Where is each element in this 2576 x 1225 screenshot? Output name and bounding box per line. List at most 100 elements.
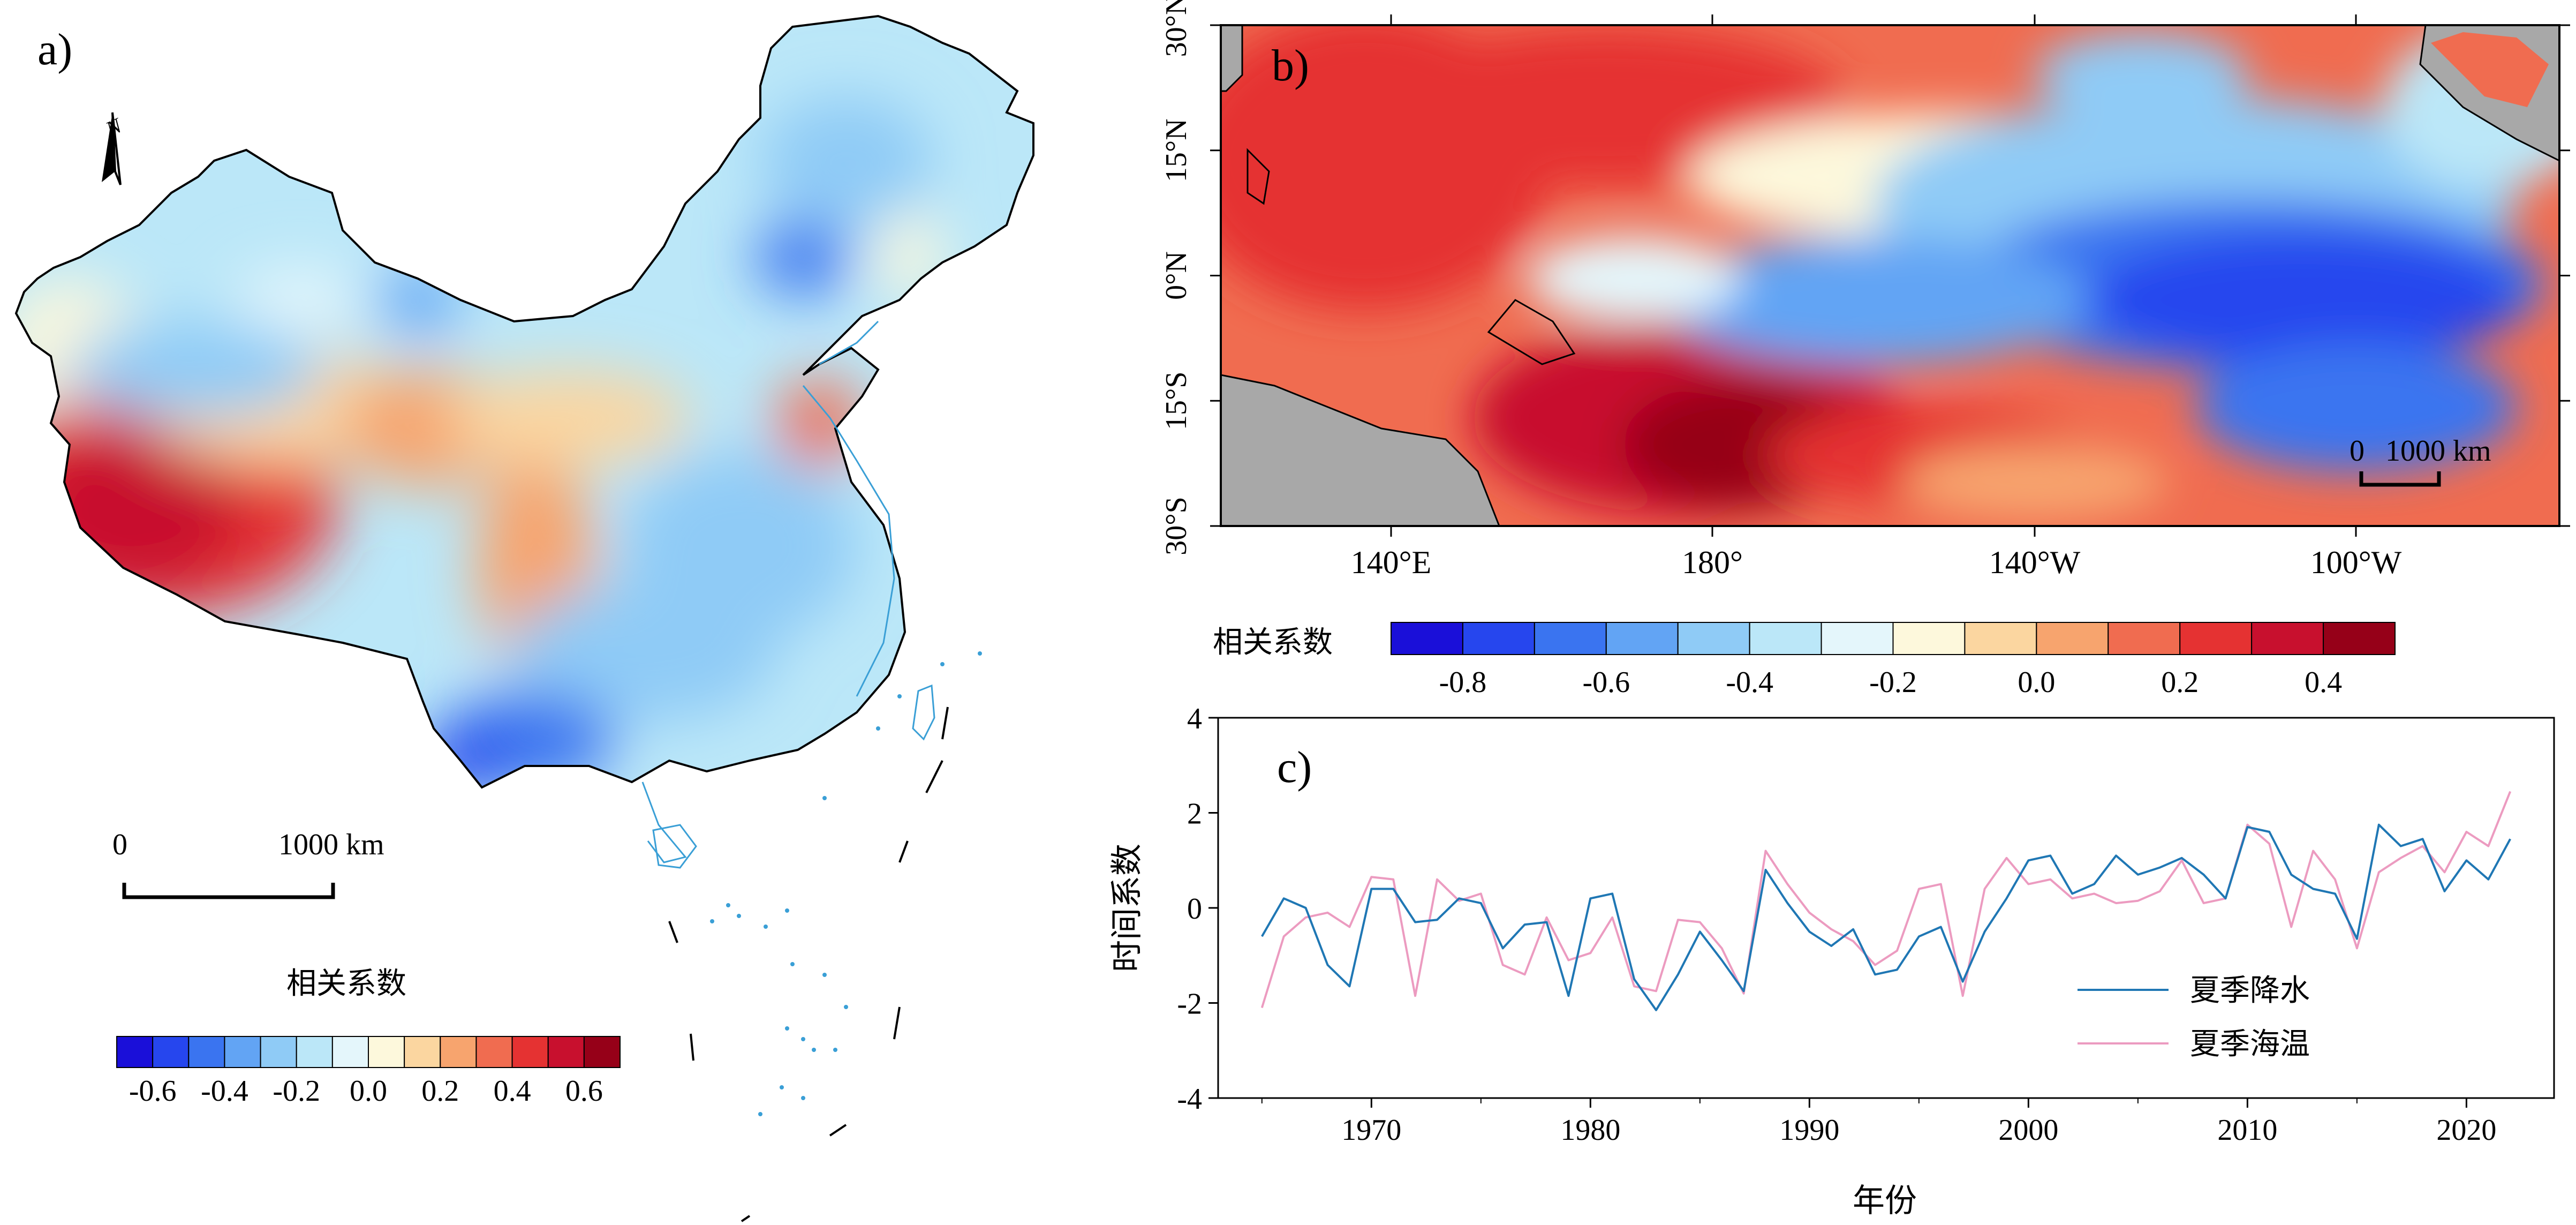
colorbar-a-swatch — [440, 1036, 477, 1068]
y-tick-label: 30°N — [1160, 0, 1193, 57]
panel-b-x-labels: 140°E 180° 140°W 100°W — [1351, 545, 2402, 580]
rivers — [641, 320, 895, 863]
colorbar-b-tick: -0.8 — [1439, 666, 1487, 699]
colorbar-b-swatch — [2036, 622, 2109, 655]
y-tick-label: 30°S — [1160, 497, 1193, 555]
y-tick-label: 2 — [1187, 798, 1202, 831]
x-tick-label: 140°E — [1351, 545, 1432, 580]
panel-a-colorbar-ticks: -0.6 -0.4 -0.2 0.0 0.2 0.4 0.6 — [129, 1074, 603, 1108]
x-tick-label: 2010 — [2217, 1114, 2277, 1147]
y-tick-label: -4 — [1177, 1083, 1202, 1116]
y-tick-label: -2 — [1177, 988, 1202, 1021]
colorbar-a-swatch — [511, 1036, 549, 1068]
x-tick-label: 1980 — [1560, 1114, 1620, 1147]
panel-a-field — [16, 16, 1033, 787]
colorbar-a-tick: 0.0 — [350, 1074, 387, 1108]
x-tick-label: 180° — [1682, 545, 1743, 580]
panel-a: a) N — [15, 15, 1034, 1222]
panel-c-ylabel: 时间系数 — [1109, 844, 1145, 972]
legend-label-sst: 夏季海温 — [2190, 1028, 2310, 1061]
colorbar-b-tick: 0.0 — [2018, 666, 2055, 699]
series-line-sst — [1260, 791, 2512, 1008]
colorbar-b-swatch — [1605, 622, 1679, 655]
panel-c-ticks: 1970 1980 1990 2000 2010 2020 -4 -2 0 2 4 — [1177, 702, 2496, 1147]
panel-a-scale-bar — [122, 883, 335, 899]
colorbar-b-swatch — [1462, 622, 1535, 655]
panel-b-colorbar-ticks: -0.8 -0.6 -0.4 -0.2 0.0 0.2 0.4 — [1439, 666, 2342, 699]
colorbar-a-tick: -0.4 — [201, 1074, 248, 1108]
panel-b-colorbar — [1391, 622, 2396, 655]
nine-dash-line — [668, 707, 949, 1222]
colorbar-b-swatch — [1820, 622, 1894, 655]
hainan-outline — [652, 824, 697, 869]
colorbar-a-swatch — [188, 1036, 225, 1068]
panel-c-label: c) — [1277, 742, 1312, 792]
panel-c: c) 1970 1980 1990 2000 2010 2020 -4 -2 0 2 4 年份 时间… — [1109, 702, 2555, 1219]
panel-a-colorbar — [116, 1036, 621, 1068]
colorbar-a-swatch — [331, 1036, 369, 1068]
colorbar-a-swatch — [368, 1036, 405, 1068]
colorbar-b-swatch — [1677, 622, 1750, 655]
x-tick-label: 1970 — [1341, 1114, 1401, 1147]
colorbar-b-tick: 0.2 — [2161, 666, 2199, 699]
panel-b-scale-bar — [2359, 471, 2441, 487]
colorbar-a-tick: -0.2 — [273, 1074, 320, 1108]
colorbar-b-swatch — [2107, 622, 2181, 655]
panel-a-scale-start: 0 — [112, 828, 127, 861]
panel-b-colorbar-title: 相关系数 — [1213, 626, 1333, 659]
panel-b: b) 140°E 180° 140°W 100°W 30°N15°N0°N15°S30… — [1160, 0, 2570, 699]
colorbar-b-swatch — [1391, 622, 1463, 655]
panel-a-label: a) — [37, 25, 72, 74]
panel-b-field — [1221, 25, 2559, 526]
colorbar-a-swatch — [547, 1036, 585, 1068]
colorbar-a-swatch — [404, 1036, 441, 1068]
colorbar-a-swatch — [152, 1036, 190, 1068]
colorbar-a-swatch — [224, 1036, 261, 1068]
series-line-precip — [1261, 823, 2511, 1011]
panel-b-label: b) — [1272, 41, 1309, 91]
colorbar-a-tick: -0.6 — [129, 1074, 177, 1108]
panel-c-legend: 夏季降水 夏季海温 — [2078, 974, 2310, 1061]
panel-b-scale-end: 1000 km — [2385, 434, 2491, 468]
islands — [710, 651, 982, 1116]
legend-label-precip: 夏季降水 — [2190, 974, 2310, 1008]
y-tick-label: 4 — [1187, 702, 1202, 735]
colorbar-a-swatch — [296, 1036, 333, 1068]
panel-c-series — [1260, 791, 2512, 1011]
colorbar-b-tick: -0.4 — [1726, 666, 1773, 699]
colorbar-b-swatch — [2251, 622, 2324, 655]
colorbar-b-tick: 0.4 — [2305, 666, 2342, 699]
colorbar-a-tick: 0.6 — [565, 1074, 603, 1108]
north-label: N — [102, 113, 126, 141]
y-tick-label: 0°N — [1160, 251, 1193, 300]
panel-c-xlabel: 年份 — [1853, 1183, 1917, 1219]
colorbar-a-tick: 0.4 — [494, 1074, 531, 1108]
x-tick-label: 100°W — [2310, 545, 2402, 580]
y-tick-label: 15°S — [1160, 371, 1193, 430]
x-tick-label: 1990 — [1779, 1114, 1839, 1147]
x-tick-label: 2000 — [1998, 1114, 2058, 1147]
panel-c-frame — [1217, 717, 2555, 1099]
colorbar-b-swatch — [2323, 622, 2396, 655]
y-tick-label: 15°N — [1160, 118, 1193, 182]
colorbar-b-swatch — [1533, 622, 1607, 655]
panel-a-colorbar-title: 相关系数 — [286, 967, 406, 1001]
colorbar-a-swatch — [116, 1036, 154, 1068]
x-tick-label: 140°W — [1989, 545, 2081, 580]
panel-b-ticks — [1210, 14, 2570, 537]
colorbar-b-swatch — [2179, 622, 2253, 655]
colorbar-b-swatch — [1749, 622, 1822, 655]
colorbar-a-swatch — [260, 1036, 297, 1068]
taiwan-outline — [912, 684, 935, 741]
colorbar-a-swatch — [583, 1036, 621, 1068]
colorbar-b-swatch — [1892, 622, 1966, 655]
colorbar-b-swatch — [1964, 622, 2037, 655]
panel-b-y-labels: 30°N 15°N 0°N 15°S 30°S — [1160, 0, 1193, 555]
panel-a-scale-end: 1000 km — [278, 828, 384, 861]
colorbar-b-tick: -0.2 — [1869, 666, 1917, 699]
colorbar-a-swatch — [475, 1036, 513, 1068]
y-tick-label: 0 — [1187, 892, 1202, 926]
x-tick-label: 2020 — [2436, 1114, 2496, 1147]
north-arrow-icon — [102, 112, 122, 185]
